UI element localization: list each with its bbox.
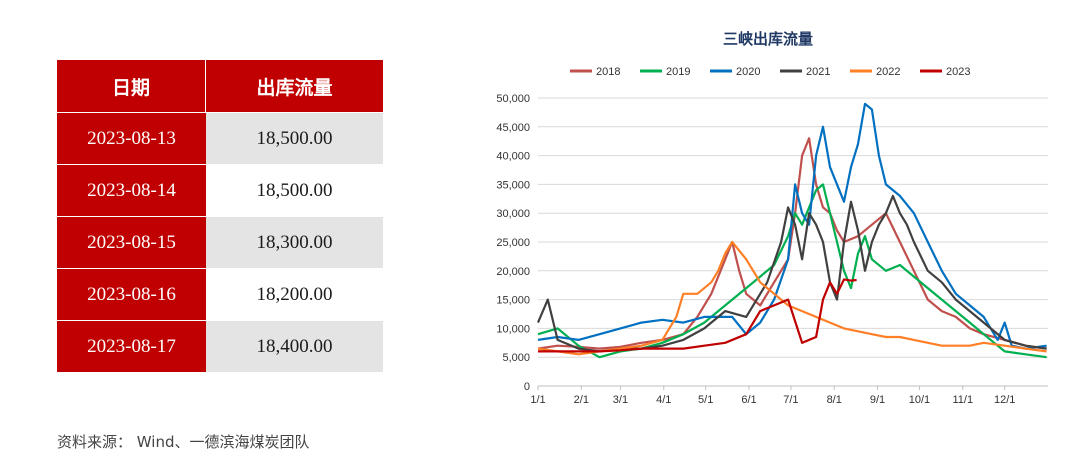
chart-legend: 2018 2019 2020 2021 2022 2023	[570, 66, 970, 78]
flow-table: 日期 出库流量 2023-08-13 18,500.00 2023-08-14 …	[57, 60, 383, 372]
row-date: 2023-08-15	[57, 216, 206, 268]
y-tick-label: 0	[524, 381, 530, 393]
x-tick-label: 12/1	[994, 394, 1015, 406]
row-flow: 18,200.00	[206, 268, 383, 320]
table-row: 2023-08-15 18,300.00	[57, 216, 383, 268]
table-row: 2023-08-16 18,200.00	[57, 268, 383, 320]
x-tick-label: 6/1	[741, 394, 756, 406]
y-tick-label: 40,000	[496, 151, 530, 163]
chart-svg: 三峡出库流量 2018 2019 2020 2021 2022 2023 0 5,000 10…	[496, 30, 1048, 406]
x-tick-label: 7/1	[783, 394, 798, 406]
y-tick-label: 30,000	[496, 208, 530, 220]
x-tick-label: 9/1	[870, 394, 885, 406]
x-tick-label: 1/1	[530, 394, 545, 406]
y-tick-label: 15,000	[496, 295, 530, 307]
x-tick-label: 11/1	[952, 394, 973, 406]
series-line-2019	[537, 183, 1047, 359]
x-tick-label: 3/1	[613, 394, 628, 406]
header-date: 日期	[57, 60, 206, 112]
legend-label: 2023	[946, 66, 970, 78]
row-flow: 18,500.00	[206, 164, 383, 216]
chart-title: 三峡出库流量	[723, 30, 813, 48]
x-tick-label: 8/1	[827, 394, 842, 406]
y-tick-label: 20,000	[496, 266, 530, 278]
x-tick-label: 5/1	[698, 394, 713, 406]
legend-label: 2022	[876, 66, 900, 78]
y-tick-label: 10,000	[496, 323, 530, 335]
table-row: 2023-08-17 18,400.00	[57, 320, 383, 372]
flow-chart: 三峡出库流量 2018 2019 2020 2021 2022 2023 0 5,000 10…	[470, 20, 1070, 440]
legend-label: 2021	[806, 66, 830, 78]
row-date: 2023-08-13	[57, 112, 206, 164]
source-note: 资料来源： Wind、一德滨海煤炭团队	[57, 433, 310, 451]
header-flow: 出库流量	[206, 60, 383, 112]
series-line-2023	[538, 278, 857, 353]
legend-label: 2018	[596, 66, 620, 78]
row-date: 2023-08-16	[57, 268, 206, 320]
y-tick-label: 5,000	[502, 352, 530, 364]
y-tick-label: 50,000	[496, 93, 530, 105]
x-axis: 1/1 2/1 3/1 4/1 5/1 6/1 7/1 8/1 9/1 10/1 11/1 12/1	[530, 386, 1015, 406]
chart-lines	[536, 102, 1047, 359]
series-line-2022	[537, 240, 1047, 356]
y-tick-label: 45,000	[496, 122, 530, 134]
table-row: 2023-08-13 18,500.00	[57, 112, 383, 164]
row-date: 2023-08-17	[57, 320, 206, 372]
table-row: 2023-08-14 18,500.00	[57, 164, 383, 216]
x-tick-label: 10/1	[909, 394, 930, 406]
x-tick-label: 2/1	[574, 394, 589, 406]
legend-label: 2019	[666, 66, 690, 78]
row-flow: 18,400.00	[206, 320, 383, 372]
y-axis: 0 5,000 10,000 15,000 20,000 25,000 30,000 35,0…	[496, 93, 530, 393]
legend-label: 2020	[736, 66, 760, 78]
x-tick-label: 4/1	[656, 394, 671, 406]
y-tick-label: 35,000	[496, 179, 530, 191]
y-tick-label: 25,000	[496, 237, 530, 249]
table-header-row: 日期 出库流量	[57, 60, 383, 112]
row-date: 2023-08-14	[57, 164, 206, 216]
row-flow: 18,500.00	[206, 112, 383, 164]
series-line-2018	[537, 137, 1047, 350]
chart-grid	[538, 97, 1048, 387]
row-flow: 18,300.00	[206, 216, 383, 268]
